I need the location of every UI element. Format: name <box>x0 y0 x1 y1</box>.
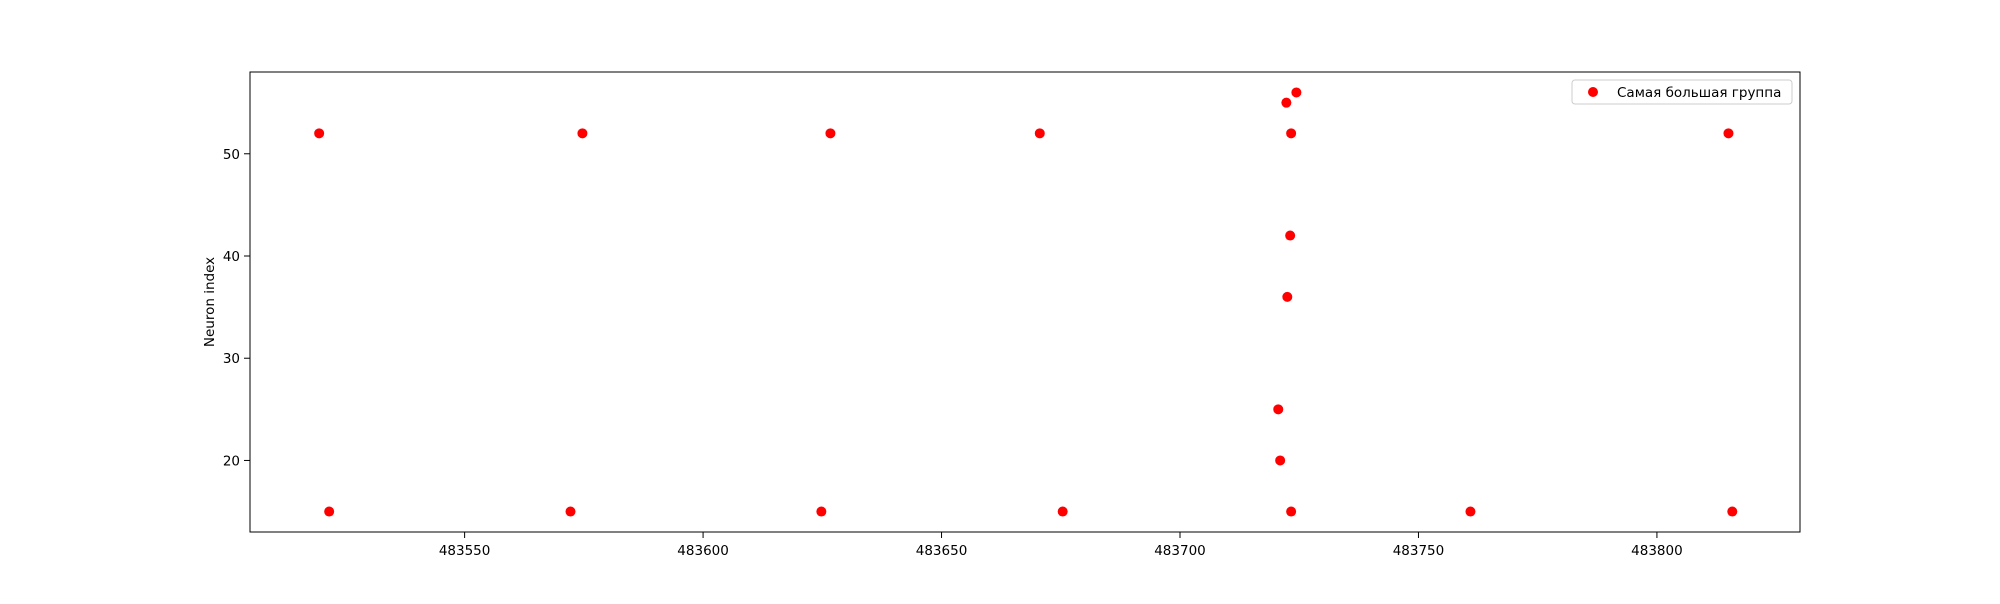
data-point <box>1465 506 1476 517</box>
data-point <box>565 506 576 517</box>
data-point <box>816 506 827 517</box>
data-point <box>1057 506 1068 517</box>
data-point <box>1727 506 1738 517</box>
data-point <box>1273 404 1284 415</box>
data-point <box>825 128 836 139</box>
legend: Самая большая группа <box>1571 79 1793 105</box>
data-point <box>1282 291 1293 302</box>
legend-label: Самая большая группа <box>1617 85 1781 101</box>
y-axis-label: Neuron index <box>202 257 218 347</box>
data-point <box>1275 455 1286 466</box>
y-tick-label: 30 <box>223 351 240 367</box>
x-tick-label: 483800 <box>1631 543 1683 559</box>
legend-marker-icon <box>1588 87 1598 97</box>
data-points <box>314 87 1738 517</box>
data-point <box>1285 230 1296 241</box>
data-point <box>324 506 335 517</box>
y-tick-label: 40 <box>223 249 240 265</box>
data-point <box>1286 128 1297 139</box>
plot-area-frame <box>249 71 1801 533</box>
y-tick-label: 20 <box>223 453 240 469</box>
y-axis-ticks: 20 30 40 50 <box>223 147 250 469</box>
x-axis-ticks: 483550 483600 483650 483700 483750 483800 <box>439 532 1683 559</box>
x-tick-label: 483650 <box>916 543 968 559</box>
data-point <box>1286 506 1297 517</box>
y-tick-label: 50 <box>223 147 240 163</box>
data-point <box>314 128 325 139</box>
data-point <box>1281 97 1292 108</box>
data-point <box>1034 128 1045 139</box>
data-point <box>1291 87 1302 98</box>
x-tick-label: 483750 <box>1393 543 1445 559</box>
x-tick-label: 483550 <box>439 543 491 559</box>
legend-box <box>1571 79 1793 105</box>
x-tick-label: 483700 <box>1154 543 1206 559</box>
data-point <box>1723 128 1734 139</box>
x-tick-label: 483600 <box>677 543 729 559</box>
data-point <box>577 128 588 139</box>
